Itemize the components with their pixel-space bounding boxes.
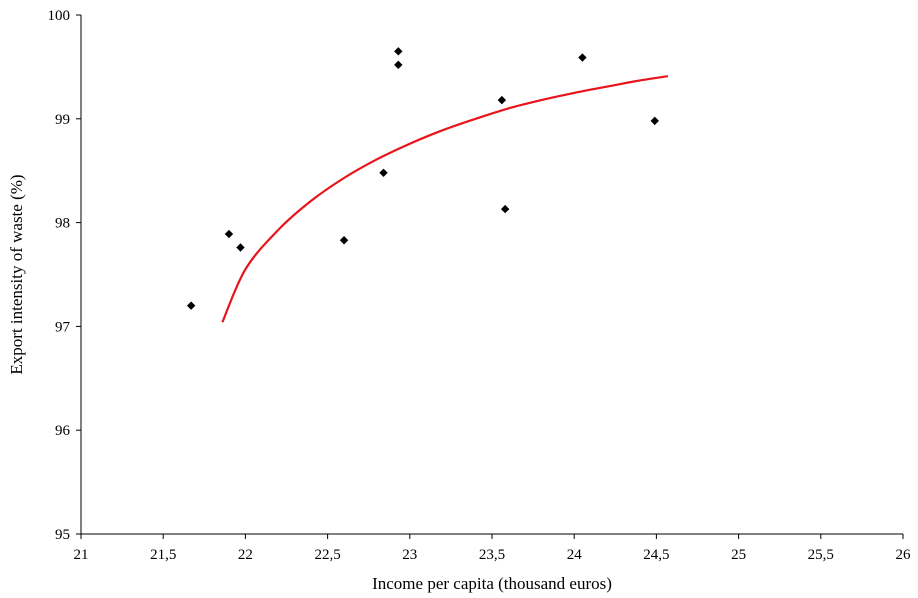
- x-tick-label: 24: [567, 547, 583, 563]
- y-tick-label: 96: [55, 423, 71, 439]
- y-tick-label: 97: [55, 319, 71, 335]
- data-point: [500, 204, 510, 214]
- data-point: [224, 229, 234, 239]
- x-tick-label: 23,5: [479, 547, 505, 563]
- x-tick-label: 22: [238, 547, 253, 563]
- x-tick-label: 21: [74, 547, 89, 563]
- x-axis-title: Income per capita (thousand euros): [372, 574, 612, 593]
- x-tick-label: 22,5: [314, 547, 340, 563]
- x-tick-label: 21,5: [150, 547, 176, 563]
- data-point: [236, 243, 245, 252]
- x-tick-label: 25,5: [808, 547, 834, 563]
- data-points: [186, 47, 659, 310]
- data-point: [394, 60, 403, 70]
- y-axis-ticks: 95 96 97 98 99 100: [48, 8, 81, 543]
- data-point: [578, 53, 587, 62]
- trend-line: [221, 75, 669, 323]
- data-point: [379, 168, 388, 177]
- x-tick-label: 23: [402, 547, 417, 563]
- x-tick-label: 24,5: [643, 547, 669, 563]
- y-tick-label: 95: [55, 527, 70, 543]
- axes: [80, 15, 903, 535]
- data-point: [650, 116, 659, 126]
- data-point: [186, 301, 196, 310]
- x-tick-label: 25: [731, 547, 746, 563]
- data-point: [339, 236, 349, 245]
- data-point: [394, 47, 403, 56]
- x-tick-label: 26: [896, 547, 912, 563]
- y-tick-label: 100: [48, 8, 71, 24]
- y-axis-title: Export intensity of waste (%): [7, 174, 26, 374]
- data-point: [497, 95, 507, 105]
- y-tick-label: 99: [55, 112, 70, 128]
- y-tick-label: 98: [55, 216, 70, 232]
- x-axis-ticks: 21 21,5 22 22,5 23 23,5 24 24,5 25 25,5 26: [74, 534, 912, 563]
